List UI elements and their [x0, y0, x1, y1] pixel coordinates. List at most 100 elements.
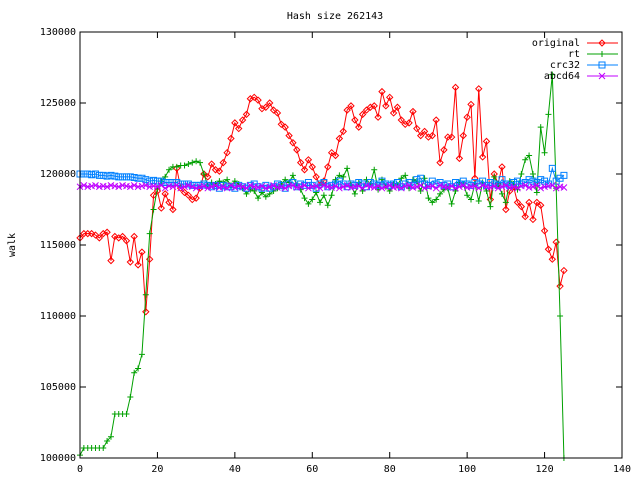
point-marker — [339, 183, 347, 191]
point-marker — [421, 175, 428, 182]
legend-marker — [599, 51, 605, 57]
point-marker — [451, 83, 460, 92]
point-marker — [548, 255, 557, 263]
point-marker — [150, 206, 157, 213]
point-marker — [536, 201, 545, 209]
point-marker — [99, 229, 107, 238]
point-marker — [95, 234, 104, 242]
point-marker — [557, 313, 564, 319]
point-marker — [235, 124, 243, 133]
point-marker — [339, 127, 347, 136]
point-marker — [541, 149, 548, 156]
point-marker — [269, 106, 278, 114]
point-marker — [320, 177, 328, 185]
point-marker — [107, 171, 115, 179]
point-marker — [389, 109, 398, 117]
point-marker — [277, 183, 285, 191]
point-marker — [305, 200, 312, 207]
point-marker — [537, 124, 544, 131]
x-tick-label: 80 — [384, 464, 396, 475]
point-marker — [421, 184, 428, 192]
point-marker — [405, 119, 413, 127]
point-marker — [134, 261, 142, 269]
point-marker — [262, 193, 269, 200]
point-marker — [498, 176, 506, 184]
point-marker — [359, 188, 366, 195]
point-marker — [173, 179, 181, 187]
point-marker — [122, 237, 131, 245]
point-marker — [502, 182, 510, 189]
point-marker — [246, 95, 255, 103]
point-marker — [200, 171, 207, 177]
point-marker — [482, 137, 491, 146]
point-marker — [173, 163, 180, 170]
point-marker — [142, 182, 150, 189]
point-marker — [483, 188, 490, 195]
plot-border — [79, 31, 623, 459]
point-marker — [142, 291, 149, 298]
point-marker — [328, 192, 335, 199]
point-marker — [197, 159, 204, 166]
point-marker — [467, 100, 475, 109]
point-marker — [297, 183, 305, 191]
point-marker — [533, 189, 540, 196]
point-marker — [200, 182, 208, 190]
point-marker — [193, 158, 200, 165]
point-marker — [100, 445, 107, 452]
y-tick-label: 100000 — [40, 453, 76, 464]
point-marker — [138, 174, 146, 182]
point-marker — [487, 203, 494, 210]
point-marker — [204, 173, 212, 181]
point-marker — [378, 87, 386, 96]
point-marker — [371, 166, 378, 173]
point-marker — [157, 182, 165, 189]
point-marker — [126, 183, 134, 191]
point-marker — [416, 131, 425, 140]
point-marker — [308, 163, 316, 171]
point-marker — [455, 154, 464, 163]
point-marker — [413, 183, 421, 191]
point-marker — [402, 172, 409, 179]
point-marker — [309, 196, 316, 203]
point-marker — [146, 230, 153, 237]
point-marker — [211, 166, 220, 174]
x-tick-label: 40 — [229, 464, 241, 475]
point-marker — [479, 182, 486, 189]
point-marker — [227, 182, 235, 189]
point-marker — [111, 232, 119, 241]
point-marker — [184, 191, 193, 200]
point-marker — [490, 182, 498, 190]
point-marker — [135, 365, 142, 372]
point-marker — [149, 191, 158, 200]
point-marker — [131, 369, 138, 376]
point-marker — [130, 182, 138, 189]
point-marker — [382, 102, 390, 110]
point-marker — [103, 228, 111, 236]
point-marker — [420, 127, 429, 136]
point-marker — [498, 183, 506, 191]
point-marker — [320, 192, 327, 199]
point-marker — [273, 109, 282, 117]
point-marker — [130, 174, 138, 182]
y-tick-label: 115000 — [40, 240, 76, 251]
y-tick-label: 105000 — [40, 382, 76, 393]
point-marker — [374, 182, 382, 190]
point-marker — [266, 190, 273, 197]
point-marker — [231, 178, 238, 185]
point-marker — [336, 184, 343, 192]
point-marker — [428, 177, 436, 185]
point-marker — [99, 171, 107, 179]
point-marker — [289, 179, 297, 187]
legend-label: rt — [568, 49, 580, 60]
point-marker — [216, 178, 223, 185]
point-marker — [440, 146, 448, 154]
point-marker — [347, 102, 355, 110]
point-marker — [166, 166, 173, 173]
legend-label: original — [532, 38, 580, 49]
point-marker — [92, 182, 99, 189]
point-marker — [363, 182, 370, 189]
point-marker — [355, 123, 363, 131]
point-marker — [231, 119, 239, 127]
point-marker — [208, 183, 215, 191]
